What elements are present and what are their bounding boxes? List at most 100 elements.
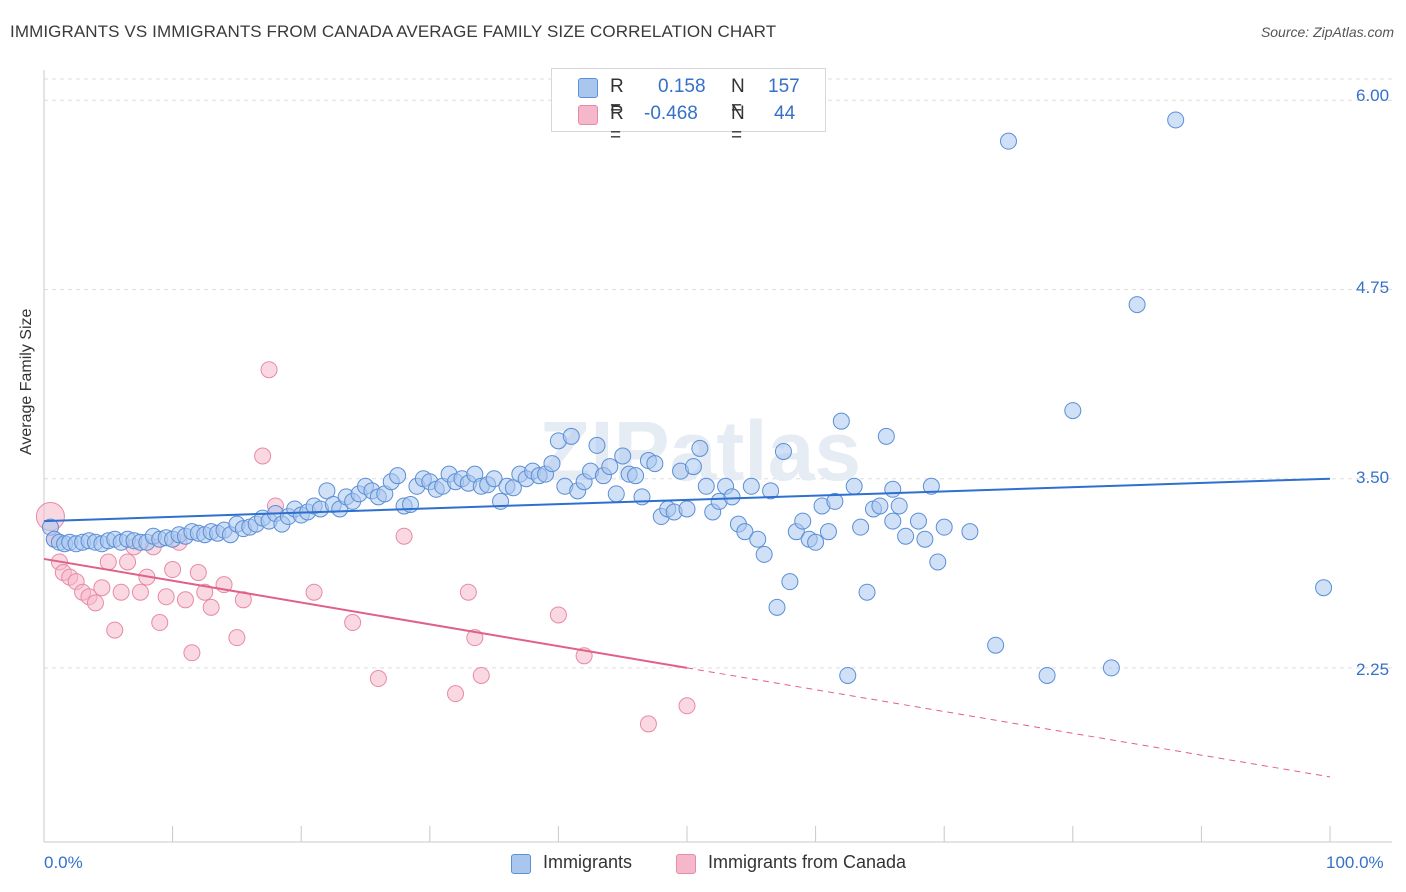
immigrants-point bbox=[723, 488, 741, 506]
bottom-legend-swatch-blue bbox=[511, 854, 531, 874]
immigrants-point bbox=[987, 636, 1005, 654]
canada-point bbox=[472, 666, 490, 684]
gridlines bbox=[44, 78, 1392, 669]
canada-point bbox=[93, 579, 111, 597]
canada-point bbox=[549, 606, 567, 624]
canada-point bbox=[447, 685, 465, 703]
immigrants-point bbox=[1064, 402, 1082, 420]
y-tick-label: 3.50 bbox=[1356, 468, 1390, 487]
canada-point bbox=[305, 583, 323, 601]
canada-point bbox=[196, 583, 214, 601]
legend-r-label: R = bbox=[610, 103, 624, 146]
canada-point bbox=[678, 697, 696, 715]
canada-point bbox=[151, 614, 169, 632]
immigrants-point bbox=[845, 477, 863, 495]
immigrants-point bbox=[588, 436, 606, 454]
canada-point bbox=[176, 591, 194, 609]
canada-point bbox=[131, 583, 149, 601]
immigrants-point bbox=[601, 458, 619, 476]
immigrants-point bbox=[1167, 111, 1185, 129]
immigrants-point bbox=[691, 439, 709, 457]
bottom-legend-label: Immigrants bbox=[543, 852, 633, 872]
legend-n-label: N = bbox=[731, 76, 745, 119]
trend-lines bbox=[43, 477, 1331, 778]
immigrants-point bbox=[922, 477, 940, 495]
legend-r-label: R = bbox=[610, 76, 624, 119]
canada-point bbox=[157, 588, 175, 606]
immigrants-point bbox=[627, 467, 645, 485]
y-tick-label: 2.25 bbox=[1356, 660, 1390, 679]
correlation-legend: R = 0.158 N = 157 R = -0.468 N = 44 bbox=[551, 68, 826, 146]
immigrants-point bbox=[485, 470, 503, 488]
y-tick-label: 6.00 bbox=[1356, 86, 1390, 105]
axes bbox=[43, 70, 1392, 843]
canada-point bbox=[183, 644, 201, 662]
immigrants-point bbox=[318, 482, 336, 500]
x-tick-label-min: 0.0% bbox=[44, 853, 83, 872]
immigrants-point bbox=[884, 480, 902, 498]
immigrants-point bbox=[755, 545, 773, 563]
immigrants-point bbox=[852, 518, 870, 536]
immigrants-point bbox=[646, 455, 664, 473]
immigrants-point bbox=[774, 442, 792, 460]
immigrants-point bbox=[871, 497, 889, 515]
immigrants-point bbox=[1128, 296, 1146, 314]
immigrants-point bbox=[768, 598, 786, 616]
immigrants-point bbox=[794, 512, 812, 530]
legend-r-value: 0.158 bbox=[658, 76, 706, 97]
y-tick-label: 4.75 bbox=[1356, 278, 1390, 297]
immigrants-point bbox=[781, 573, 799, 591]
canada-point bbox=[202, 598, 220, 616]
immigrants-point bbox=[562, 427, 580, 445]
legend-n-label: N = bbox=[731, 103, 745, 146]
immigrants-trend-line bbox=[43, 477, 1331, 523]
legend-r-value: -0.468 bbox=[644, 103, 698, 124]
canada-point bbox=[260, 361, 278, 379]
immigrants-point bbox=[684, 458, 702, 476]
x-tick-label-max: 100.0% bbox=[1326, 853, 1384, 872]
canada-trend-line bbox=[43, 557, 688, 669]
canada-point bbox=[459, 583, 477, 601]
immigrants-point bbox=[884, 512, 902, 530]
immigrants-point bbox=[389, 467, 407, 485]
immigrants-point bbox=[819, 523, 837, 541]
immigrants-point bbox=[1000, 132, 1017, 150]
immigrants-point bbox=[749, 530, 767, 548]
immigrants-point bbox=[877, 427, 895, 445]
legend-swatch-blue bbox=[578, 78, 598, 98]
canada-point bbox=[86, 594, 104, 612]
immigrants-point bbox=[826, 492, 844, 510]
immigrants-point bbox=[697, 477, 715, 495]
y-axis-label: Average Family Size bbox=[18, 308, 35, 455]
canada-point bbox=[164, 561, 182, 579]
canada-point bbox=[369, 670, 387, 688]
bottom-legend-label: Immigrants from Canada bbox=[708, 852, 907, 872]
immigrants-point bbox=[935, 518, 953, 536]
immigrants-point bbox=[1315, 579, 1333, 597]
canada-point bbox=[99, 553, 117, 571]
canada-point bbox=[119, 553, 137, 571]
immigrants-point bbox=[897, 527, 915, 545]
canada-point bbox=[112, 583, 130, 601]
canada-point bbox=[106, 621, 124, 639]
bottom-legend-swatch-pink bbox=[676, 854, 696, 874]
immigrants-point bbox=[929, 553, 947, 571]
canada-point bbox=[344, 614, 362, 632]
immigrants-point bbox=[807, 533, 825, 551]
canada-point bbox=[254, 447, 272, 465]
legend-n-value: 44 bbox=[774, 103, 796, 124]
canada-trend-line-extension bbox=[686, 667, 1331, 778]
source-label: Source: ZipAtlas.com bbox=[1260, 24, 1394, 40]
immigrants-point bbox=[736, 523, 754, 541]
immigrants-point bbox=[543, 455, 561, 473]
immigrants-point bbox=[678, 500, 696, 518]
canada-point bbox=[189, 564, 207, 582]
legend-n-value: 157 bbox=[768, 76, 800, 97]
chart-title: IMMIGRANTS VS IMMIGRANTS FROM CANADA AVE… bbox=[10, 22, 777, 41]
immigrants-point bbox=[614, 447, 632, 465]
immigrants-point bbox=[1102, 659, 1120, 677]
immigrants-point bbox=[909, 512, 927, 530]
series-immigrants-points bbox=[41, 111, 1333, 684]
immigrants-point bbox=[1038, 666, 1056, 684]
